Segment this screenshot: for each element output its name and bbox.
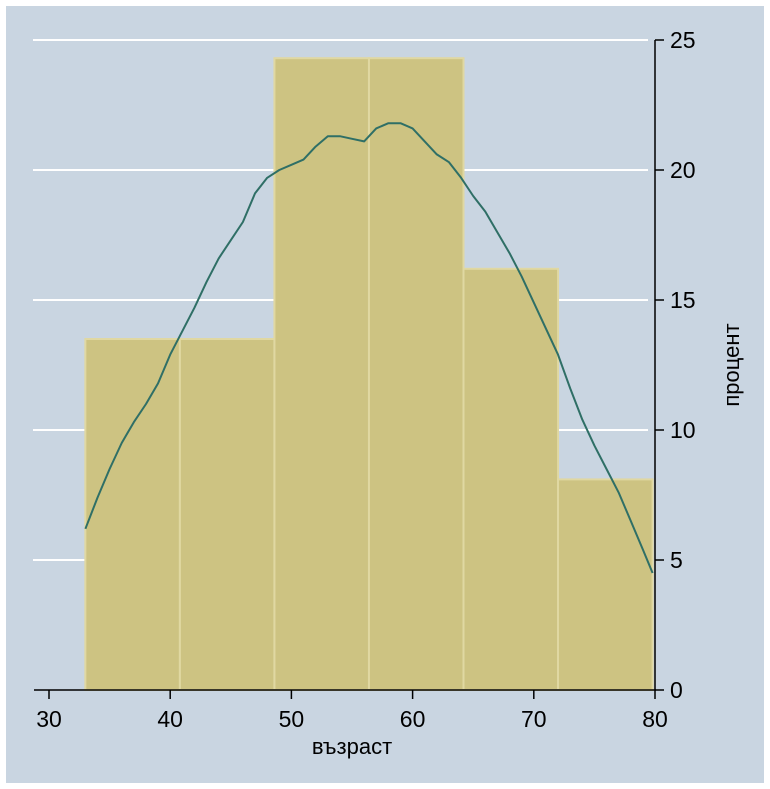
- x-tick-label-80: 80: [642, 706, 668, 732]
- x-axis-ticks: 30 40 50 60 70 80: [36, 690, 668, 732]
- y-axis-ticks: 0 5 10 15 20 25: [655, 27, 696, 703]
- histogram-bar-4: [367, 57, 465, 691]
- x-tick-label-30: 30: [36, 706, 62, 732]
- density-curve: [84, 122, 654, 574]
- y-tick-label-5: 5: [670, 547, 683, 573]
- histogram-bars: [84, 57, 654, 691]
- y-tick-label-25: 25: [670, 27, 696, 53]
- axes: [34, 40, 656, 691]
- y-tick-label-10: 10: [670, 417, 696, 443]
- x-tick-label-50: 50: [279, 706, 305, 732]
- x-tick-label-60: 60: [400, 706, 426, 732]
- histogram-bar-2: [178, 338, 276, 691]
- histogram-bar-3: [273, 57, 370, 691]
- x-axis-title: възраст: [312, 734, 392, 759]
- histogram-bar-5: [462, 267, 560, 691]
- y-tick-label-0: 0: [670, 677, 683, 703]
- density-line: [84, 122, 654, 574]
- y-tick-label-15: 15: [670, 287, 696, 313]
- x-tick-label-70: 70: [521, 706, 547, 732]
- x-tick-label-40: 40: [157, 706, 183, 732]
- histogram-bar-6: [557, 478, 654, 691]
- y-tick-label-20: 20: [670, 157, 696, 183]
- y-axis-title: процент: [719, 323, 744, 406]
- histogram-bar-1: [84, 338, 181, 691]
